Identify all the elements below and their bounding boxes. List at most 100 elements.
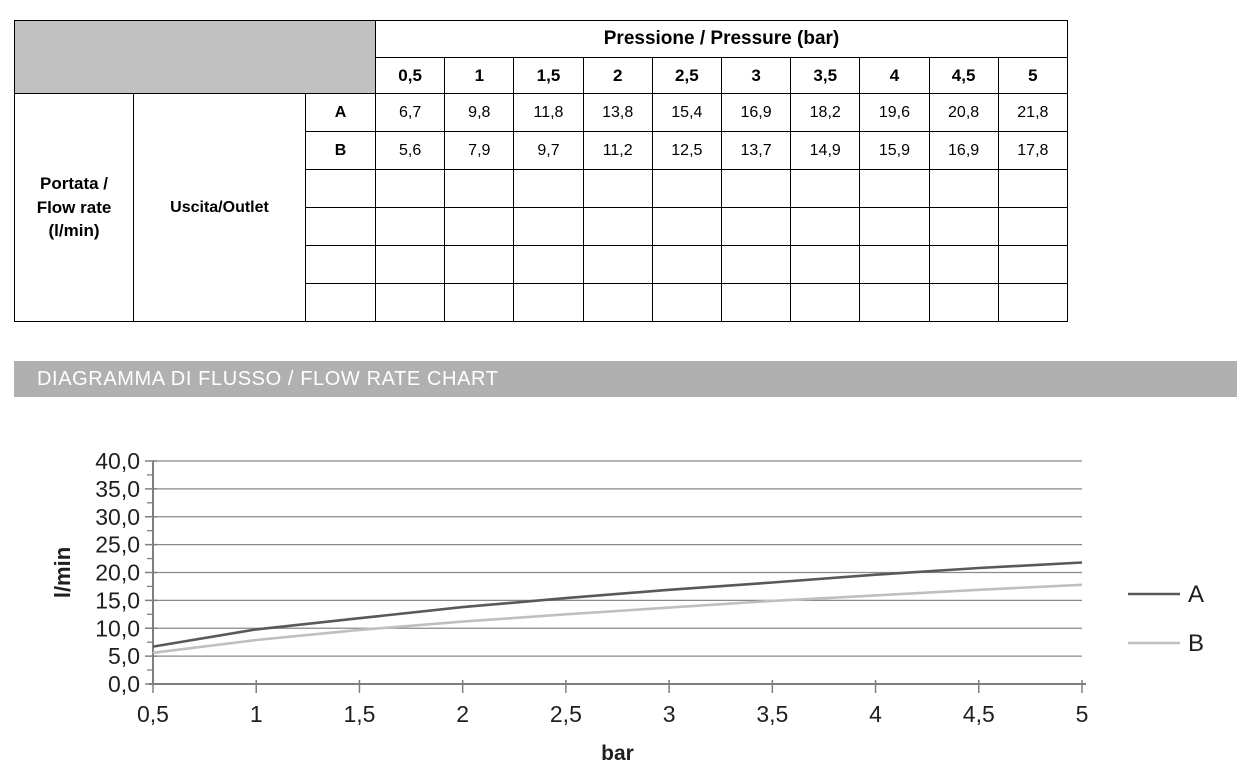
- empty-cell: [651, 207, 722, 246]
- flow-value-cell: 11,8: [513, 93, 584, 132]
- empty-cell: [582, 169, 653, 208]
- flow-value-cell: 19,6: [859, 93, 930, 132]
- empty-cell: [790, 207, 861, 246]
- empty-cell: [375, 283, 446, 322]
- flow-value-cell: 14,9: [790, 131, 861, 170]
- y-tick-label: 5,0: [108, 643, 140, 669]
- pressure-col-header: 1: [444, 57, 515, 94]
- outlet-row-label: A: [304, 93, 377, 132]
- flow-value-cell: 21,8: [997, 93, 1069, 132]
- empty-cell: [444, 169, 515, 208]
- flow-rate-table: Pressione / Pressure (bar) 0,5 1 1,5 2 2,5 3 3…: [13, 20, 1069, 322]
- pressure-col-header: 3: [720, 57, 792, 94]
- flow-value-cell: 18,2: [790, 93, 861, 132]
- flow-value-cell: 9,8: [444, 93, 515, 132]
- empty-cell: [582, 283, 653, 322]
- flow-value-cell: 9,7: [513, 131, 584, 170]
- flow-rate-label-cell: Portata / Flow rate (l/min): [14, 93, 134, 322]
- empty-cell: [790, 283, 861, 322]
- empty-cell: [720, 245, 792, 284]
- empty-row-label: [304, 283, 377, 322]
- table-row: Portata / Flow rate (l/min) Uscita/Outlet A 6…: [14, 93, 1069, 322]
- empty-cell: [720, 283, 792, 322]
- flow-value-cell: 20,8: [928, 93, 999, 132]
- flow-rate-label-line: Portata /: [39, 173, 109, 193]
- empty-cell: [513, 283, 584, 322]
- series-A-line: [152, 561, 1083, 648]
- pressure-col-header: 2,5: [651, 57, 722, 94]
- pressure-title-row: Pressione / Pressure (bar): [13, 20, 1068, 94]
- empty-cell: [582, 207, 653, 246]
- empty-cell: [513, 169, 584, 208]
- flow-value-cell: 7,9: [444, 131, 515, 170]
- y-tick-label: 30,0: [95, 504, 140, 530]
- x-tick-label: 2,5: [550, 701, 582, 727]
- empty-cell: [859, 245, 930, 284]
- outlet-row-label: B: [304, 131, 377, 170]
- x-tick-label: 4,5: [963, 701, 995, 727]
- x-axis-title: bar: [601, 742, 634, 765]
- empty-cell: [444, 245, 515, 284]
- empty-cell: [582, 245, 653, 284]
- table-row: [15, 207, 1069, 246]
- empty-cell: [720, 207, 792, 246]
- pressure-col-header: 1,5: [513, 57, 584, 94]
- empty-cell: [513, 207, 584, 246]
- flow-rate-chart-svg: 0,05,010,015,020,025,030,035,040,0 0,5 1 1,…: [50, 448, 1204, 765]
- pressure-col-header: 2: [582, 57, 653, 94]
- table-corner-cell: [13, 20, 377, 94]
- pressure-header: Pressione / Pressure (bar): [375, 20, 1068, 58]
- pressure-col-header: 0,5: [375, 57, 446, 94]
- series-B-line: [152, 583, 1083, 655]
- empty-cell: [444, 207, 515, 246]
- empty-cell: [997, 283, 1069, 322]
- y-axis-title: l/min: [50, 547, 75, 598]
- empty-cell: [651, 283, 722, 322]
- empty-row-label: [304, 245, 377, 284]
- empty-cell: [928, 207, 999, 246]
- flow-rate-label-line: (l/min): [48, 221, 100, 241]
- empty-cell: [651, 245, 722, 284]
- x-tick-label: 0,5: [137, 701, 169, 727]
- empty-cell: [997, 169, 1069, 208]
- empty-cell: [651, 169, 722, 208]
- y-tick-label: 35,0: [95, 476, 140, 502]
- empty-cell: [375, 207, 446, 246]
- empty-cell: [997, 245, 1069, 284]
- x-tick-label: 3: [663, 701, 676, 727]
- empty-cell: [859, 207, 930, 246]
- flow-value-cell: 17,8: [997, 131, 1069, 170]
- outlet-label-cell: Uscita/Outlet: [133, 93, 306, 322]
- legend-item-B-label: B: [1188, 630, 1204, 657]
- y-tick-label: 0,0: [108, 671, 140, 697]
- x-tick-label: 5: [1076, 701, 1089, 727]
- pressure-col-header: 5: [997, 57, 1069, 94]
- y-tick-label: 15,0: [95, 587, 140, 613]
- empty-cell: [928, 169, 999, 208]
- flow-value-cell: 5,6: [375, 131, 446, 170]
- flow-value-cell: 16,9: [720, 93, 792, 132]
- x-tick-label: 1: [250, 701, 263, 727]
- x-tick-label: 3,5: [756, 701, 788, 727]
- empty-cell: [790, 169, 861, 208]
- empty-cell: [928, 245, 999, 284]
- y-tick-label: 40,0: [95, 448, 140, 474]
- empty-row-label: [304, 169, 377, 208]
- empty-cell: [513, 245, 584, 284]
- empty-cell: [859, 169, 930, 208]
- pressure-col-header: 3,5: [790, 57, 861, 94]
- flow-value-cell: 12,5: [651, 131, 722, 170]
- table-row: [15, 283, 1069, 322]
- flow-value-cell: 13,7: [720, 131, 792, 170]
- empty-cell: [859, 283, 930, 322]
- pressure-col-header: 4,5: [928, 57, 999, 94]
- empty-cell: [997, 207, 1069, 246]
- pressure-col-header: 4: [859, 57, 930, 94]
- empty-cell: [928, 283, 999, 322]
- empty-cell: [444, 283, 515, 322]
- x-tick-label: 2: [456, 701, 469, 727]
- y-tick-label: 10,0: [95, 615, 140, 641]
- flow-rate-label-line: Flow rate: [36, 197, 112, 217]
- x-tick-label: 4: [869, 701, 882, 727]
- flow-value-cell: 15,4: [651, 93, 722, 132]
